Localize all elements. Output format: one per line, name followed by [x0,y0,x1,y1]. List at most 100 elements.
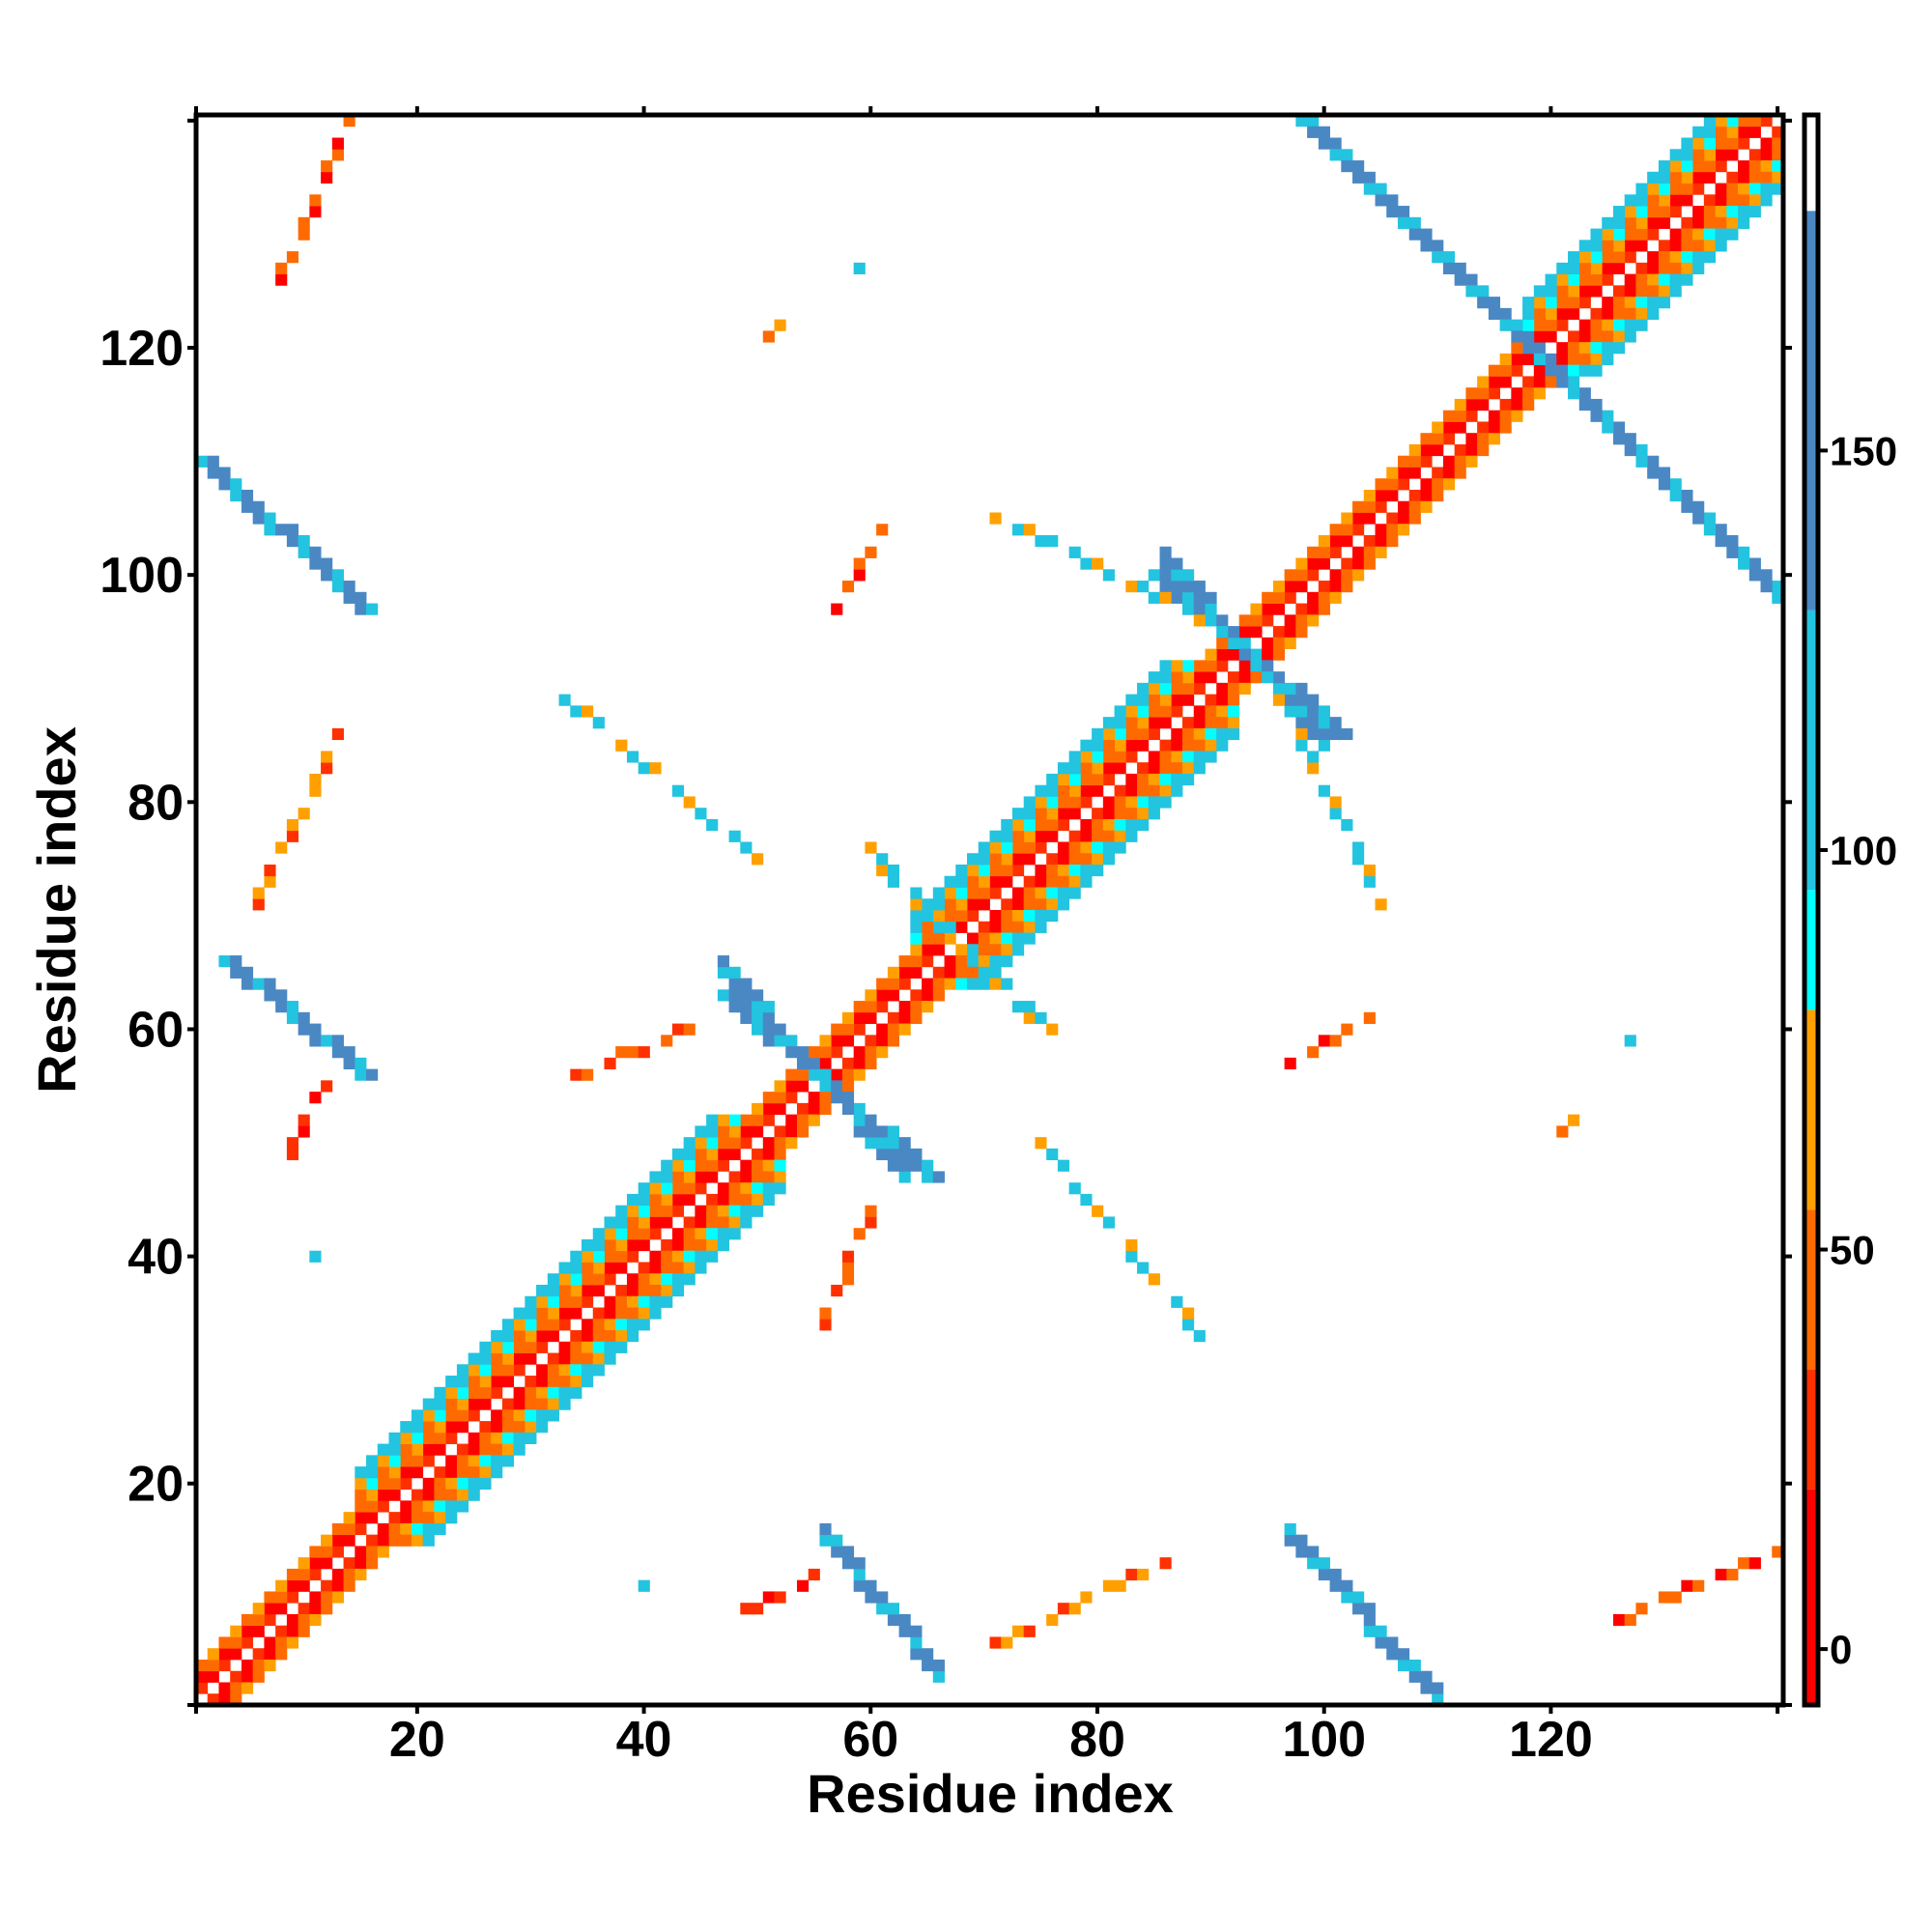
heatmap-cell [752,1114,764,1126]
heatmap-cell [932,898,945,911]
heatmap-cell [309,1250,322,1263]
heatmap-cell [1262,648,1274,661]
heatmap-cell [1159,569,1172,582]
heatmap-cell [1102,830,1115,842]
heatmap-cell [1624,273,1636,286]
heatmap-cell [1465,443,1478,457]
heatmap-cell [298,1125,310,1138]
heatmap-cell [547,1284,559,1297]
heatmap-cell [1182,727,1195,741]
heatmap-cell [411,1500,424,1513]
heatmap-cell [558,1262,571,1274]
heatmap-cell [841,581,855,593]
heatmap-cell [1726,183,1739,195]
heatmap-cell [321,557,333,570]
heatmap-cell [241,1682,254,1694]
heatmap-cell [592,1341,605,1353]
heatmap-cell [1057,773,1070,786]
heatmap-cell [1556,342,1569,355]
heatmap-cell [321,1557,333,1570]
heatmap-cell [525,1307,537,1320]
heatmap-cell [1205,751,1217,763]
heatmap-cell [355,1546,367,1558]
heatmap-cell [604,1250,616,1263]
heatmap-cell [638,1262,650,1274]
heatmap-cell [841,1080,855,1093]
heatmap-cell [1329,591,1342,604]
heatmap-cell [547,1319,559,1331]
heatmap-cell [1363,875,1376,888]
heatmap-cell [241,489,254,502]
heatmap-cell [501,1421,514,1434]
heatmap-cell [536,1330,549,1343]
heatmap-cell [876,1001,889,1013]
heatmap-cell [321,1534,333,1547]
heatmap-cell [1035,841,1047,854]
heatmap-cell [831,1284,843,1297]
heatmap-cell [922,1159,934,1172]
heatmap-cell [967,978,980,990]
heatmap-cell [853,1125,866,1138]
heatmap-cell [1068,762,1081,775]
y-tick-label: 120 [99,321,184,377]
heatmap-cell [774,319,786,331]
heatmap-cell [1635,206,1648,218]
heatmap-cell [1352,524,1365,536]
heatmap-cell [808,1102,820,1116]
heatmap-cell [501,1376,514,1388]
heatmap-cell [1114,784,1126,797]
heatmap-cell [1658,251,1671,264]
heatmap-cell [1748,1557,1761,1570]
heatmap-cell [331,1534,344,1547]
heatmap-cell [1102,751,1115,763]
heatmap-cell [321,160,333,173]
heatmap-cell [604,1352,616,1365]
heatmap-cell [706,1238,719,1252]
heatmap-cell [207,467,219,479]
heatmap-cell [411,1443,424,1456]
heatmap-cell [264,1648,276,1661]
heatmap-cell [1092,739,1104,752]
heatmap-cell [456,1398,469,1410]
heatmap-cell [1092,864,1104,877]
heatmap-cell [1159,682,1172,696]
heatmap-cell [615,1216,628,1229]
heatmap-cell [570,1262,582,1274]
heatmap-cell [275,1636,288,1649]
heatmap-cell [740,1159,753,1172]
heatmap-cell [1329,546,1342,558]
heatmap-cell [1352,841,1365,854]
heatmap-cell [1137,796,1150,809]
heatmap-cell [1102,773,1115,786]
heatmap-cell [989,955,1002,968]
heatmap-cell [898,1613,911,1627]
heatmap-cell [479,1466,492,1479]
heatmap-cell [286,830,299,842]
heatmap-cell [1137,1568,1150,1581]
heatmap-cell [955,978,968,990]
heatmap-cell [1658,171,1671,184]
heatmap-cell [819,1307,832,1320]
heatmap-cell [1635,262,1648,274]
x-tick-label: 100 [1282,1712,1366,1768]
heatmap-cell [456,1409,469,1422]
heatmap-cell [1692,160,1705,173]
heatmap-cell [604,1238,616,1252]
heatmap-cell [752,1011,764,1024]
heatmap-cell [1477,421,1490,434]
heatmap-cell [1216,614,1229,627]
heatmap-cell [479,1341,492,1353]
heatmap-cell [1578,251,1591,264]
heatmap-cell [604,1228,616,1240]
heatmap-cell [1125,830,1138,842]
heatmap-cell [762,1102,775,1116]
heatmap-cell [728,966,741,979]
heatmap-cell [1578,240,1591,252]
heatmap-cell [1738,194,1750,207]
heatmap-cell [1148,1273,1160,1286]
heatmap-cell [1125,796,1138,809]
heatmap-cell [525,1319,537,1331]
heatmap-cell [275,1625,288,1637]
heatmap-cell [1205,671,1217,684]
heatmap-cell [1205,739,1217,752]
